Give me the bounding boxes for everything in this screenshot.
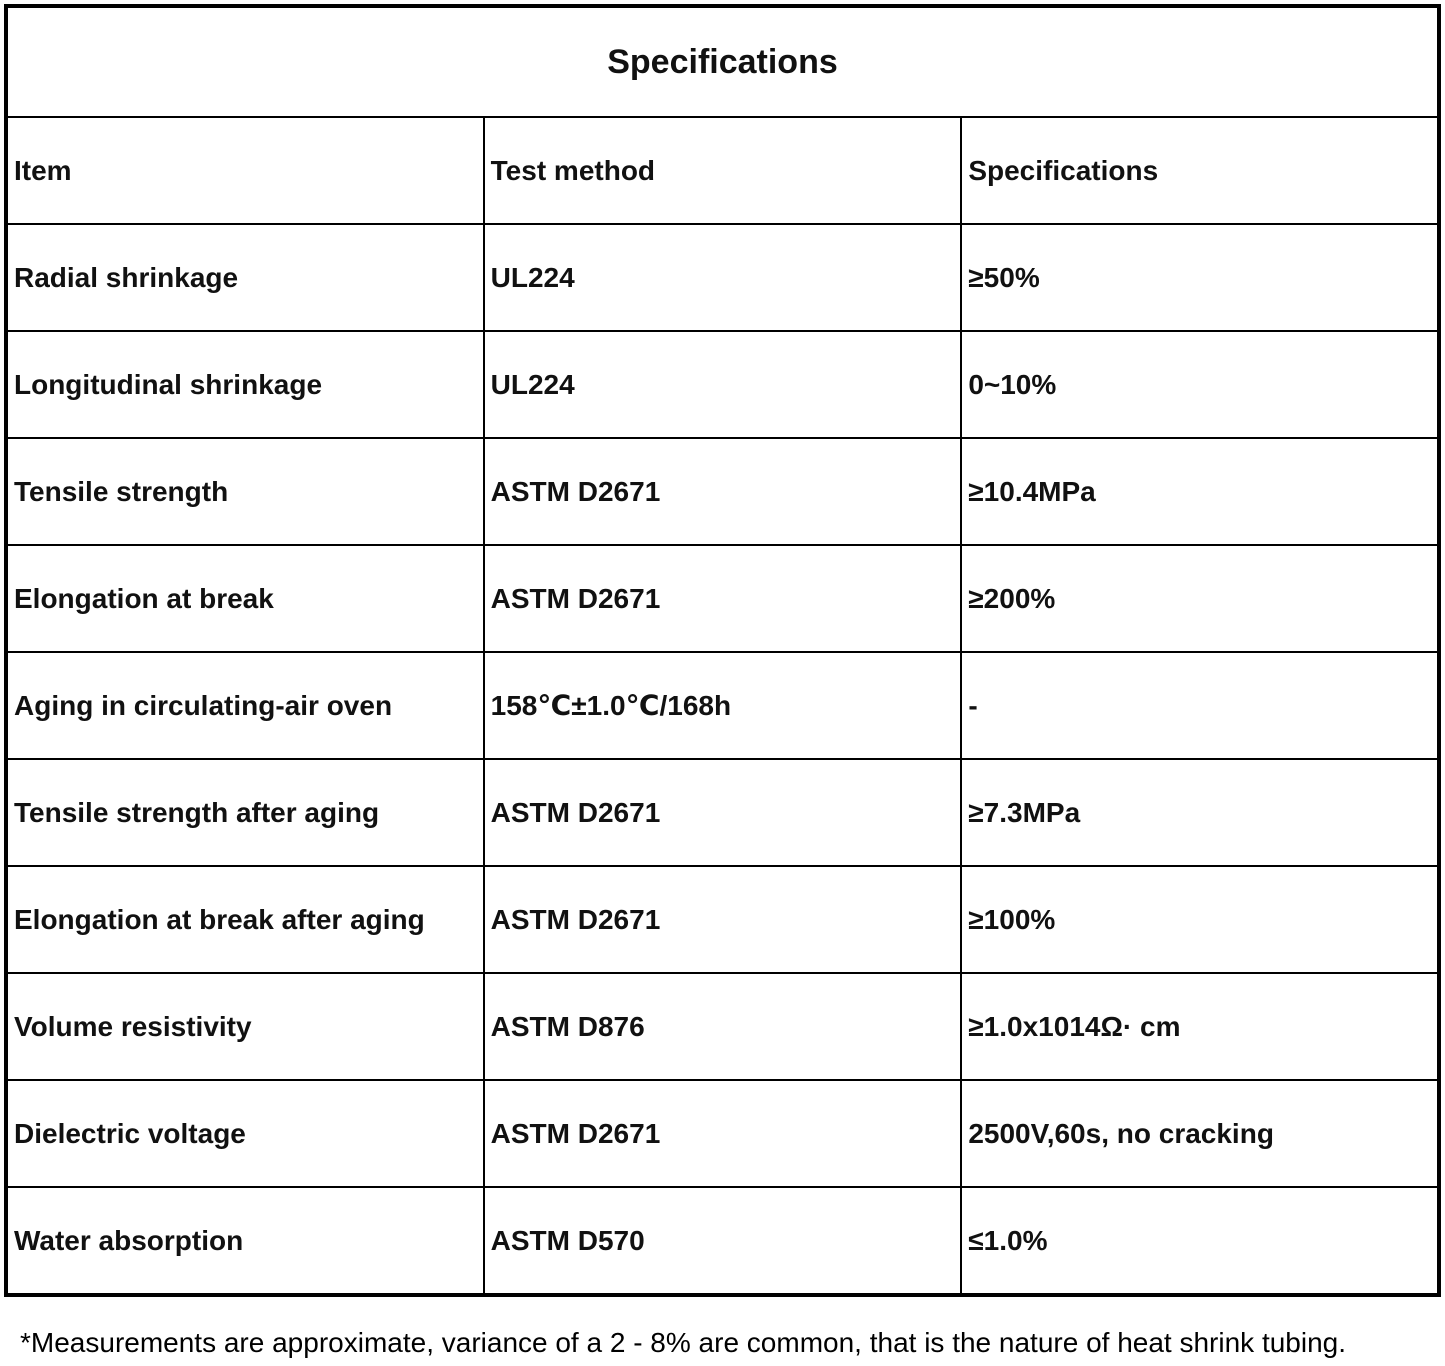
table-cell: 158℃±1.0℃/168h (482, 651, 963, 760)
header-row: Item Test method Specifications (5, 116, 1440, 225)
table-cell: Volume resistivity (5, 972, 485, 1081)
table-cell: Tensile strength after aging (5, 758, 485, 867)
table-cell: ASTM D876 (482, 972, 963, 1081)
column-header: Test method (482, 116, 963, 225)
table-cell: ≥50% (960, 223, 1440, 332)
table-row: Elongation at break ASTM D2671 ≥200% (5, 544, 1440, 653)
footnote: *Measurements are approximate, variance … (20, 1327, 1347, 1358)
column-header: Specifications (960, 116, 1440, 225)
table-cell: ≥200% (960, 544, 1440, 653)
table-cell: ASTM D570 (482, 1186, 963, 1296)
table-cell: ≤1.0% (960, 1186, 1440, 1296)
table-cell: ≥10.4MPa (960, 437, 1440, 546)
table-cell: ASTM D2671 (482, 865, 963, 974)
table-row: Radial shrinkage UL224 ≥50% (5, 223, 1440, 332)
table-cell: Tensile strength (5, 437, 485, 546)
spec-table: Specifications Item Test method Specificat… (4, 4, 1441, 1297)
column-header: Item (5, 116, 485, 225)
table-cell: Longitudinal shrinkage (5, 330, 485, 439)
table-body: Radial shrinkage UL224 ≥50% Longitudinal sh… (5, 223, 1440, 1296)
table-cell: ASTM D2671 (482, 544, 963, 653)
table-cell: Elongation at break (5, 544, 485, 653)
table-cell: Water absorption (5, 1186, 485, 1296)
table-cell: Elongation at break after aging (5, 865, 485, 974)
table-cell: 0~10% (960, 330, 1440, 439)
table-row: Water absorption ASTM D570 ≤1.0% (5, 1186, 1440, 1296)
table-cell: - (960, 651, 1440, 760)
table-row: Longitudinal shrinkage UL224 0~10% (5, 330, 1440, 439)
table-cell: Dielectric voltage (5, 1079, 485, 1188)
table-cell: 2500V,60s, no cracking (960, 1079, 1440, 1188)
table-title: Specifications (5, 5, 1440, 118)
table-cell: ASTM D2671 (482, 1079, 963, 1188)
table-cell: Radial shrinkage (5, 223, 485, 332)
table-cell: UL224 (482, 330, 963, 439)
table-cell: ≥1.0x1014Ω· cm (960, 972, 1440, 1081)
table-cell: ASTM D2671 (482, 437, 963, 546)
table-cell: ASTM D2671 (482, 758, 963, 867)
table-cell: ≥7.3MPa (960, 758, 1440, 867)
table-row: Aging in circulating-air oven 158℃±1.0℃/1… (5, 651, 1440, 760)
table-row: Tensile strength after aging ASTM D2671 ≥7… (5, 758, 1440, 867)
table-row: Dielectric voltage ASTM D2671 2500V,60s, n… (5, 1079, 1440, 1188)
table-row: Tensile strength ASTM D2671 ≥10.4MPa (5, 437, 1440, 546)
table-row: Elongation at break after aging ASTM D267… (5, 865, 1440, 974)
table-cell: Aging in circulating-air oven (5, 651, 485, 760)
title-row: Specifications (5, 5, 1440, 118)
table-cell: UL224 (482, 223, 963, 332)
table-cell: ≥100% (960, 865, 1440, 974)
table-row: Volume resistivity ASTM D876 ≥1.0x1014Ω· c… (5, 972, 1440, 1081)
